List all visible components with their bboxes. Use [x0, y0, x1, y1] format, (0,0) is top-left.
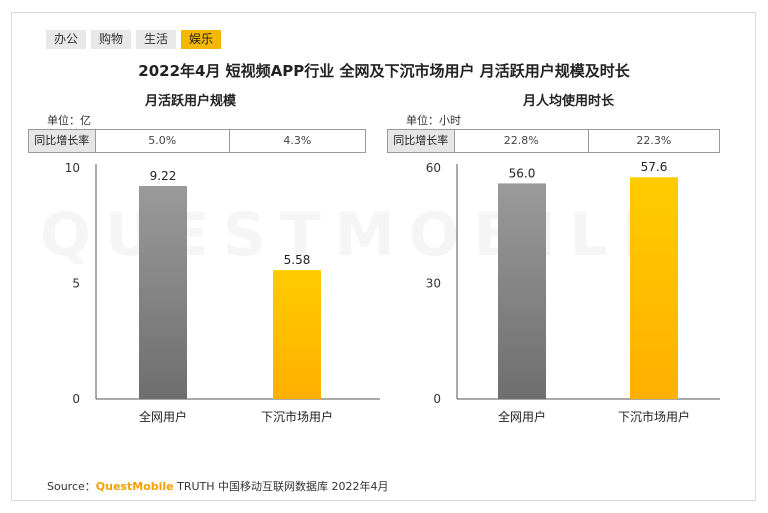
right-growth-cell-2: 22.3% — [636, 134, 672, 147]
source-note: Source：QuestMobile TRUTH 中国移动互联网数据库 2022… — [47, 478, 389, 494]
left-chart-title: 月活跃用户规模 — [145, 94, 237, 109]
right-growth-row: 同比增长率 22.8% 22.3% — [387, 129, 720, 153]
left-growth-cell-2: 4.3% — [283, 134, 312, 147]
left-x-tick-label: 下沉市场用户 — [261, 409, 333, 424]
source-prefix: Source： — [47, 480, 96, 493]
left-data-label: 5.58 — [284, 253, 311, 267]
left-bar-lower-tier-users — [273, 270, 321, 399]
tab-shopping[interactable]: 购物 — [91, 30, 132, 49]
right-growth-label: 同比增长率 — [388, 130, 455, 152]
right-growth-cell-1: 22.8% — [455, 130, 589, 152]
left-growth-row: 同比增长率 5.0% 4.3% — [28, 129, 366, 153]
right-chart-unit: 单位：小时 — [406, 114, 461, 127]
left-y-tick-label: 5 — [72, 277, 80, 291]
tab-entertainment[interactable]: 娱乐 — [181, 30, 222, 49]
left-x-tick-label: 全网用户 — [139, 409, 187, 424]
right-chart-title: 月人均使用时长 — [523, 94, 615, 109]
tab-office[interactable]: 办公 — [46, 30, 87, 49]
page-title: 2022年4月 短视频APP行业 全网及下沉市场用户 月活跃用户规模及时长 — [138, 62, 630, 80]
category-tabs: 办公 购物 生活 娱乐 — [46, 30, 222, 49]
left-data-label: 9.22 — [150, 169, 177, 183]
left-chart-unit: 单位：亿 — [47, 114, 91, 127]
left-y-tick-label: 0 — [72, 392, 80, 406]
source-brand: QuestMobile — [95, 480, 174, 493]
left-bar-all-users — [139, 186, 187, 399]
tab-life[interactable]: 生活 — [136, 30, 177, 49]
left-y-tick-label: 10 — [65, 161, 80, 175]
left-growth-cell-1: 5.0% — [96, 130, 230, 152]
source-text: TRUTH 中国移动互联网数据库 2022年4月 — [177, 480, 389, 493]
left-growth-label: 同比增长率 — [29, 130, 96, 152]
